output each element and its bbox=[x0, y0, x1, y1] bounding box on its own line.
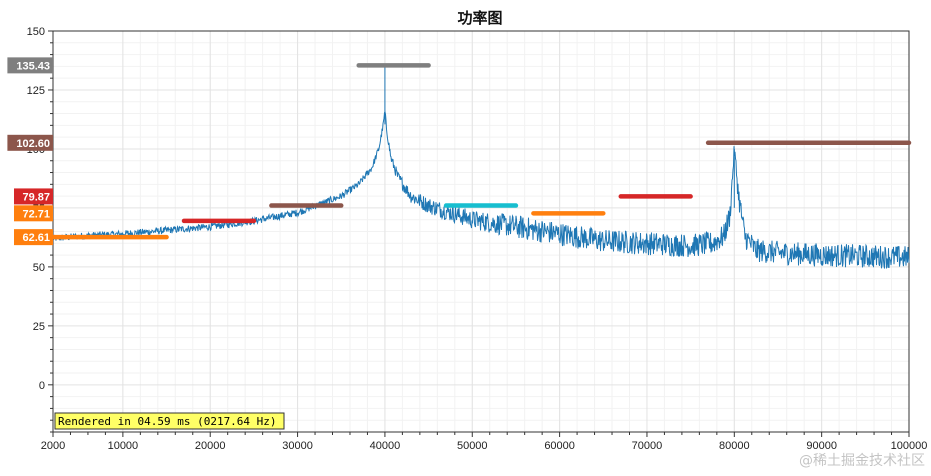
chart-title: 功率图 bbox=[457, 9, 502, 27]
render-info-box: Rendered in 04.59 ms (0217.64 Hz) bbox=[54, 412, 285, 430]
x-tick-label: 20000 bbox=[195, 440, 226, 452]
x-tick-label: 10000 bbox=[108, 440, 139, 452]
value-badge bbox=[7, 134, 53, 151]
series-layer bbox=[52, 65, 910, 269]
segment-layer bbox=[50, 63, 912, 240]
value-badge-label: 102.60 bbox=[16, 138, 50, 150]
y-tick-label: 50 bbox=[33, 262, 45, 274]
x-tick-label: 50000 bbox=[457, 440, 488, 452]
render-info-text: Rendered in 04.59 ms (0217.64 Hz) bbox=[58, 415, 277, 428]
value-badge bbox=[14, 229, 53, 246]
watermark-text: @稀土掘金技术社区 bbox=[799, 453, 925, 469]
y-tick-label: 25 bbox=[33, 321, 45, 333]
x-tick-label: 100000 bbox=[891, 440, 928, 452]
series-peak-line bbox=[384, 65, 735, 208]
x-tick-label: 60000 bbox=[544, 440, 575, 452]
y-tick-label: 0 bbox=[39, 380, 45, 392]
value-badge bbox=[7, 57, 53, 74]
series-line bbox=[52, 110, 910, 269]
x-tick-label: 70000 bbox=[632, 440, 663, 452]
x-tick-label: 90000 bbox=[806, 440, 837, 452]
value-badge bbox=[14, 205, 53, 222]
grid bbox=[52, 30, 910, 433]
value-badge-label: 135.43 bbox=[16, 60, 50, 72]
value-badges: 135.43 102.60 79.87 72.71 62.61 bbox=[7, 57, 53, 246]
value-badge-label: 79.87 bbox=[22, 191, 50, 203]
y-tick-label: 150 bbox=[27, 26, 45, 38]
x-tick-label: 40000 bbox=[370, 440, 401, 452]
x-tick-label: 30000 bbox=[282, 440, 313, 452]
x-tick-label: 80000 bbox=[719, 440, 750, 452]
x-tick-label: 2000 bbox=[41, 440, 65, 452]
value-badge-label: 62.61 bbox=[22, 232, 50, 244]
y-tick-label: 125 bbox=[27, 85, 45, 97]
value-badge bbox=[14, 188, 53, 205]
value-badge-label: 72.71 bbox=[22, 208, 50, 220]
